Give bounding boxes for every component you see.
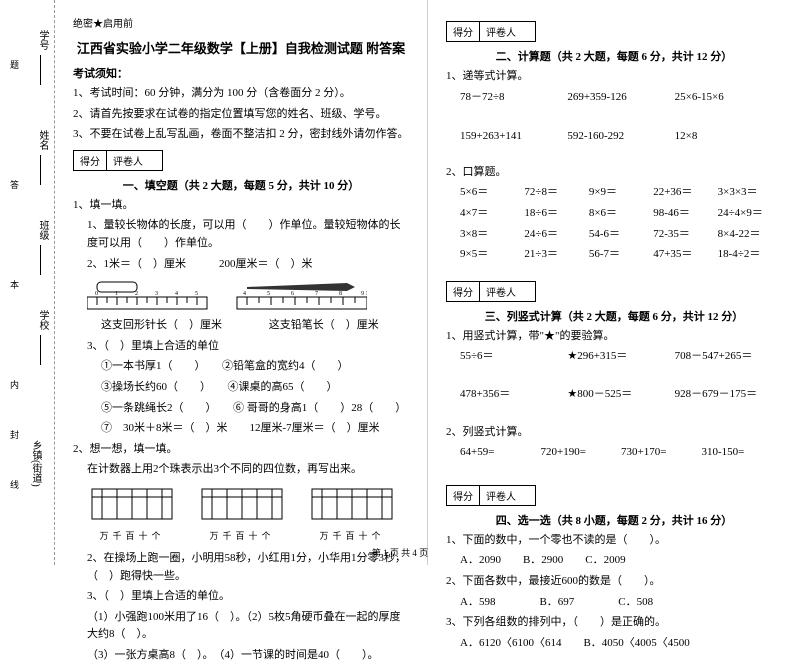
abacus-label: 万千百十个 bbox=[87, 529, 177, 542]
seal-text: 本 bbox=[8, 280, 21, 289]
line bbox=[40, 245, 41, 275]
mental-row: 5×6＝72÷8＝9×9＝22+36＝3×3×3＝ bbox=[446, 184, 782, 202]
abacus: 万千百十个 bbox=[197, 487, 287, 542]
question: 1、递等式计算。 bbox=[446, 68, 782, 86]
section-4-title: 四、选一选（共 8 小题，每题 2 分，共计 16 分） bbox=[446, 512, 782, 528]
score-label: 得分 bbox=[447, 22, 480, 41]
question-sub: 3、（ ）里填上合适的单位 bbox=[73, 338, 409, 356]
score-box: 得分 评卷人 bbox=[446, 21, 536, 42]
seal-text: 封 bbox=[8, 430, 21, 439]
binding-margin: 学号 姓名 班级 学校 乡镇(街道) 题 答 本 内 线 封 bbox=[0, 0, 55, 565]
column-left: 绝密★启用前 江西省实验小学二年级数学【上册】自我检测试题 附答案 考试须知： … bbox=[55, 0, 428, 565]
seal-text: 线 bbox=[8, 480, 21, 489]
grader-label: 评卷人 bbox=[480, 282, 522, 301]
svg-text:5: 5 bbox=[195, 291, 198, 297]
svg-text:5: 5 bbox=[267, 291, 270, 297]
section-3-title: 三、列竖式计算（共 2 大题，每题 6 分，共计 12 分） bbox=[446, 308, 782, 324]
score-label: 得分 bbox=[447, 282, 480, 301]
notice-item: 1、考试时间：60 分钟，满分为 100 分（含卷面分 2 分）。 bbox=[73, 85, 409, 103]
abacus: 万千百十个 bbox=[87, 487, 177, 542]
exam-page: 学号 姓名 班级 学校 乡镇(街道) 题 答 本 内 线 封 绝密★启用前 江西… bbox=[0, 0, 800, 565]
seal-text: 内 bbox=[8, 380, 21, 389]
secret-label: 绝密★启用前 bbox=[73, 15, 409, 30]
seal-text: 题 bbox=[8, 60, 21, 69]
abacus-row: 万千百十个 万千百十个 万千百十个 bbox=[73, 487, 409, 542]
svg-text:7: 7 bbox=[315, 291, 318, 297]
svg-text:4: 4 bbox=[243, 291, 246, 297]
question: 2、想一想，填一填。 bbox=[73, 441, 409, 459]
svg-text:2: 2 bbox=[135, 291, 138, 297]
mental-row: 4×7＝18÷6＝8×6＝98-46＝24÷4×9＝ bbox=[446, 205, 782, 223]
svg-text:0: 0 bbox=[95, 291, 98, 297]
abacus: 万千百十个 bbox=[307, 487, 397, 542]
mental-row: 3×8＝24÷6＝54-6＝72-35＝8×4-22＝ bbox=[446, 226, 782, 244]
question-item: ①一本书厚1（ ） ②铅笔盒的宽约4（ ） bbox=[73, 358, 409, 376]
binding-school: 学校 bbox=[35, 310, 50, 330]
grader-label: 评卷人 bbox=[480, 22, 522, 41]
ruler-caption: 这支回形针长（ ）厘米 这支铅笔长（ ）厘米 bbox=[73, 317, 409, 335]
exam-title: 江西省实验小学二年级数学【上册】自我检测试题 附答案 bbox=[73, 38, 409, 57]
mental-row: 9×5＝21÷3＝56-7＝47+35＝18-4÷2＝ bbox=[446, 246, 782, 264]
line bbox=[40, 55, 41, 85]
binding-town: 乡镇(街道) bbox=[28, 440, 43, 487]
score-label: 得分 bbox=[74, 151, 107, 170]
vertical-row: 55÷6＝★296+315＝708－547+265＝ bbox=[446, 348, 782, 366]
question: 2、口算题。 bbox=[446, 164, 782, 182]
page-footer: 第 1 页 共 4 页 bbox=[0, 546, 800, 559]
question-sub: 2、1米＝（ ）厘米 200厘米＝（ ）米 bbox=[73, 256, 409, 274]
question: 2、下面各数中，最接近600的数是（ ）。 bbox=[446, 573, 782, 591]
section-1-title: 一、填空题（共 2 大题，每题 5 分，共计 10 分） bbox=[73, 177, 409, 193]
vertical-row: 478+356＝★800－525＝928－679－175＝ bbox=[446, 386, 782, 404]
question-sub: 1、量较长物体的长度，可以用（ ）作单位。量较短物体的长度可以用（ ）作单位。 bbox=[73, 217, 409, 252]
binding-student-id: 学号 bbox=[35, 30, 50, 50]
svg-text:8: 8 bbox=[339, 291, 342, 297]
svg-text:6: 6 bbox=[291, 291, 294, 297]
svg-text:4: 4 bbox=[175, 291, 178, 297]
question-item: （1）小强跑100米用了16（ ）。（2）5枚5角硬币叠在一起的厚度大约8（ ）… bbox=[73, 609, 409, 644]
calc-row: 78－72÷8269+359-12625×6-15×6 bbox=[446, 89, 782, 107]
question: 3、下列各组数的排列中，（ ）是正确的。 bbox=[446, 614, 782, 632]
column-right: 得分 评卷人 二、计算题（共 2 大题，每题 6 分，共计 12 分） 1、递等… bbox=[428, 0, 800, 565]
grader-label: 评卷人 bbox=[107, 151, 149, 170]
question: 2、列竖式计算。 bbox=[446, 424, 782, 442]
vertical-row: 64+59=720+190=730+170=310-150= bbox=[446, 444, 782, 462]
abacus-label: 万千百十个 bbox=[307, 529, 397, 542]
notice-item: 3、不要在试卷上乱写乱画，卷面不整洁扣 2 分，密封线外请勿作答。 bbox=[73, 126, 409, 144]
ruler-figure: 012345 456789 10 bbox=[73, 279, 409, 311]
svg-text:9 10: 9 10 bbox=[361, 291, 367, 297]
seal-text: 答 bbox=[8, 180, 21, 189]
score-label: 得分 bbox=[447, 486, 480, 505]
calc-row: 159+263+141592-160-29212×8 bbox=[446, 128, 782, 146]
question-sub: 3、（ ）里填上合适的单位。 bbox=[73, 588, 409, 606]
score-box: 得分 评卷人 bbox=[446, 485, 536, 506]
question-sub: 在计数器上用2个珠表示出3个不同的四位数，再写出来。 bbox=[73, 461, 409, 479]
question-item: ⑤一条跳绳长2（ ） ⑥ 哥哥的身高1（ ）28（ ） bbox=[73, 400, 409, 418]
section-2-title: 二、计算题（共 2 大题，每题 6 分，共计 12 分） bbox=[446, 48, 782, 64]
caption-right: 这支铅笔长（ ）厘米 bbox=[269, 319, 379, 331]
binding-class: 班级 bbox=[35, 220, 50, 240]
grader-label: 评卷人 bbox=[480, 486, 522, 505]
question-item: （3）一张方桌高8（ ）。 （4）一节课的时间是40（ ）。 bbox=[73, 647, 409, 664]
line bbox=[40, 155, 41, 185]
score-box: 得分 评卷人 bbox=[446, 281, 536, 302]
options: A．6120〈6100〈614 B．4050〈4005〈4500 bbox=[446, 635, 782, 653]
caption-left: 这支回形针长（ ）厘米 bbox=[101, 319, 222, 331]
question-item: ③操场长约60（ ） ④课桌的高65（ ） bbox=[73, 379, 409, 397]
options: A．598 B．697 C．508 bbox=[446, 594, 782, 612]
line bbox=[40, 335, 41, 365]
abacus-label: 万千百十个 bbox=[197, 529, 287, 542]
binding-name: 姓名 bbox=[35, 130, 50, 150]
question: 1、用竖式计算，带"★"的要验算。 bbox=[446, 328, 782, 346]
notice-heading: 考试须知： bbox=[73, 65, 409, 81]
question: 1、填一填。 bbox=[73, 197, 409, 215]
svg-text:3: 3 bbox=[155, 291, 158, 297]
question-item: ⑦ 30米＋8米＝（ ）米 12厘米-7厘米＝（ ）厘米 bbox=[73, 420, 409, 438]
notice-item: 2、请首先按要求在试卷的指定位置填写您的姓名、班级、学号。 bbox=[73, 106, 409, 124]
score-box: 得分 评卷人 bbox=[73, 150, 163, 171]
